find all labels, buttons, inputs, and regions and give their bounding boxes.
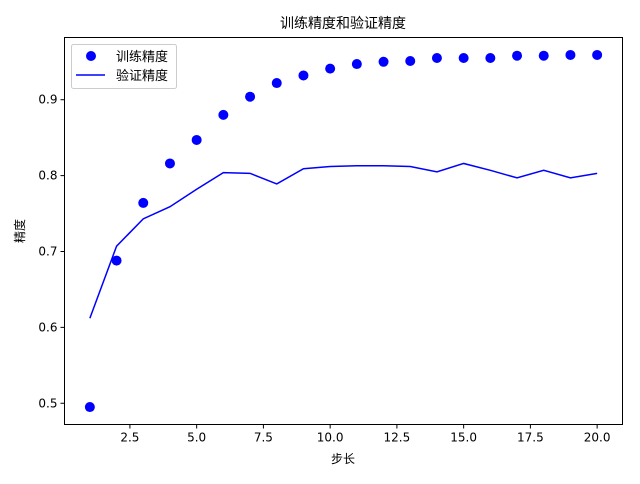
training-accuracy-point [485,52,496,63]
training-accuracy-point [138,197,149,208]
x-tick-label: 10.0 [317,431,344,445]
x-axis-label: 步长 [331,452,355,466]
x-tick-label: 20.0 [584,431,611,445]
legend-label-val: 验证精度 [116,68,168,84]
legend: 训练精度 验证精度 [71,44,177,89]
y-axis-label: 精度 [12,219,27,243]
training-accuracy-point [565,49,576,60]
x-tick-label: 12.5 [384,431,411,445]
training-accuracy-point [592,49,603,60]
x-tick-label: 2.5 [120,431,139,445]
training-accuracy-point [218,109,229,120]
legend-label-train: 训练精度 [116,49,168,65]
x-tick-label: 7.5 [254,431,273,445]
training-accuracy-point [298,70,309,81]
legend-marker-train [86,51,96,61]
training-accuracy-point [405,56,416,67]
training-accuracy-point [325,63,336,74]
training-accuracy-point [458,52,469,63]
training-accuracy-point [538,50,549,61]
y-tick-label: 0.9 [38,93,57,107]
training-accuracy-point [351,59,362,70]
plot-frame [64,37,623,425]
legend-box [71,44,177,89]
training-accuracy-point [164,158,175,169]
validation-accuracy-line [89,162,598,319]
training-accuracy-point [431,52,442,63]
x-tick-label: 15.0 [450,431,477,445]
x-tick-label: 5.0 [187,431,206,445]
training-accuracy-point [271,78,282,89]
y-tick-label: 0.8 [38,169,57,183]
y-tick-label: 0.7 [38,244,57,258]
training-accuracy-point [378,56,389,67]
training-accuracy-point [245,91,256,102]
y-tick-label: 0.5 [38,396,57,410]
y-tick-label: 0.6 [38,320,57,334]
chart-title: 训练精度和验证精度 [280,16,406,32]
training-accuracy-point [191,134,202,145]
training-accuracy-point [84,402,95,413]
x-tick-label: 17.5 [517,431,544,445]
training-accuracy-point [111,255,122,266]
training-accuracy-point [512,50,523,61]
